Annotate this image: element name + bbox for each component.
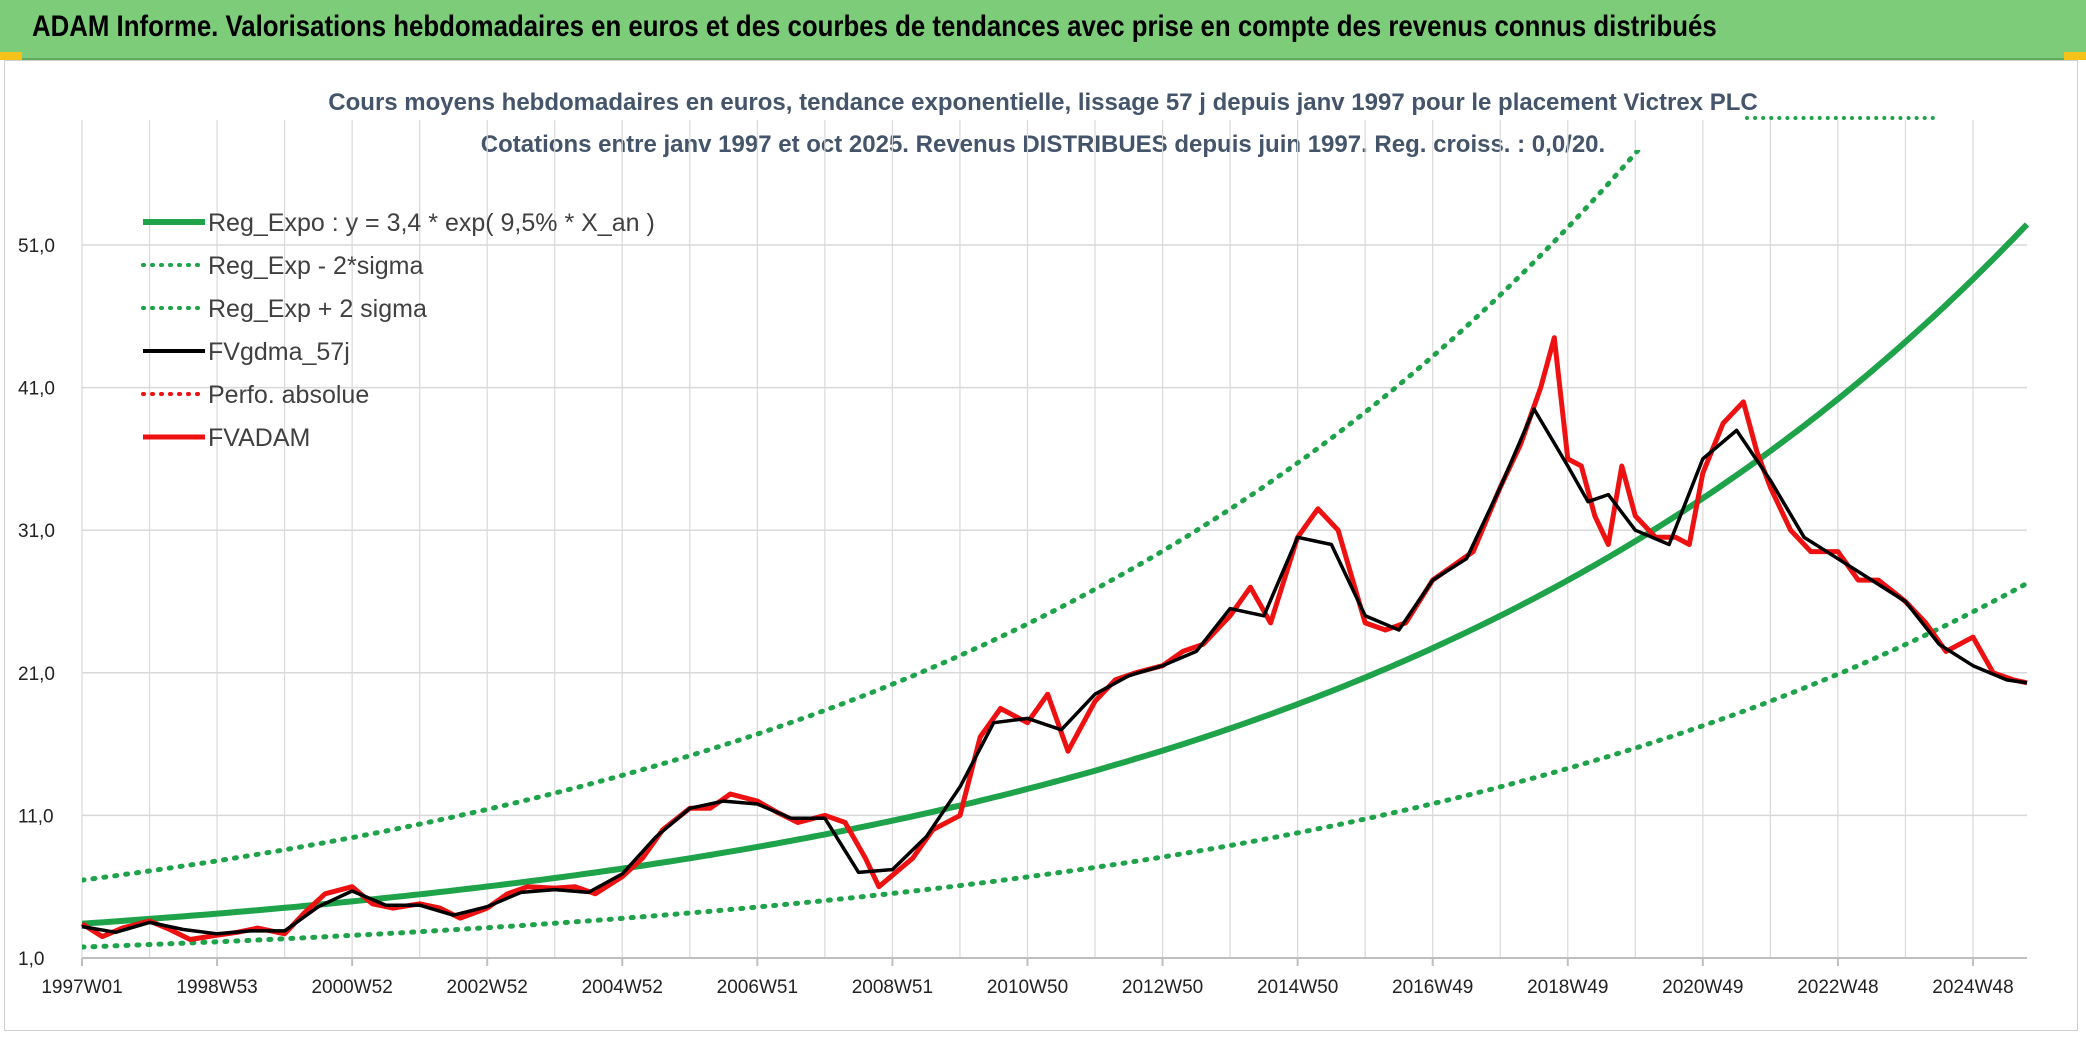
y-tick-label: 11,0 [18, 806, 54, 827]
series-fvadam [80, 335, 2028, 942]
chart-title: Cours moyens hebdomadaires en euros, ten… [328, 89, 1758, 116]
x-tick-label: 2000W52 [311, 977, 392, 998]
axes: 1,0 11,0 21,0 31,0 41,0 51,0 1997W01 1998W53 200… [18, 236, 2027, 998]
x-tick-label: 2008W51 [852, 977, 933, 998]
report-banner: ADAM Informe. Valorisations hebdomadaire… [0, 0, 2086, 60]
y-tick-label: 51,0 [18, 236, 55, 257]
x-tick-label: 2016W49 [1392, 977, 1473, 998]
x-tick-label: 2018W49 [1527, 977, 1608, 998]
x-tick-label: 2024W48 [1932, 977, 2013, 998]
corner-marker-right [2064, 52, 2086, 60]
legend-label: FVADAM [208, 424, 310, 452]
legend-label: Perfo. absolue [208, 381, 369, 409]
banner-title: ADAM Informe. Valorisations hebdomadaire… [32, 10, 1717, 43]
x-tick-label: 2004W52 [582, 977, 663, 998]
series-lines [80, 150, 2030, 950]
x-tick-label: 1998W53 [176, 977, 257, 998]
grid-lines [81, 120, 2027, 959]
series-fvgdma-57j [81, 407, 2028, 936]
y-tick-label: 41,0 [18, 379, 55, 400]
legend-label: Reg_Exp + 2 sigma [208, 295, 427, 323]
x-tick-label: 2010W50 [987, 977, 1068, 998]
x-tick-label: 2006W51 [717, 977, 798, 998]
x-tick-label: 2022W48 [1797, 977, 1878, 998]
trend-curves [82, 150, 2030, 950]
y-tick-label: 31,0 [18, 521, 55, 542]
x-tick-label: 1997W01 [41, 977, 122, 998]
title-dotted-rule [1745, 116, 1935, 120]
y-tick-label: 1,0 [18, 949, 44, 970]
series-reg-exp-plus-2sigma [82, 150, 1642, 883]
legend: Reg_Expo : y = 3,4 * exp( 9,5% * X_an ) R… [141, 209, 655, 452]
legend-label: Reg_Exp - 2*sigma [208, 252, 423, 280]
series-reg-expo [82, 222, 2030, 927]
corner-marker-left [0, 52, 22, 60]
x-tick-label: 2002W52 [447, 977, 528, 998]
y-tick-label: 21,0 [18, 664, 55, 685]
legend-label: Reg_Expo : y = 3,4 * exp( 9,5% * X_an ) [208, 209, 655, 237]
chart-frame [4, 60, 2078, 1031]
x-tick-label: 2020W49 [1662, 977, 1743, 998]
x-tick-label: 2012W50 [1122, 977, 1203, 998]
x-tick-label: 2014W50 [1257, 977, 1338, 998]
series-reg-exp-minus-2sigma [82, 580, 2030, 950]
chart-subtitle: Cotations entre janv 1997 et oct 2025. R… [480, 131, 1606, 158]
legend-label: FVgdma_57j [208, 338, 350, 366]
